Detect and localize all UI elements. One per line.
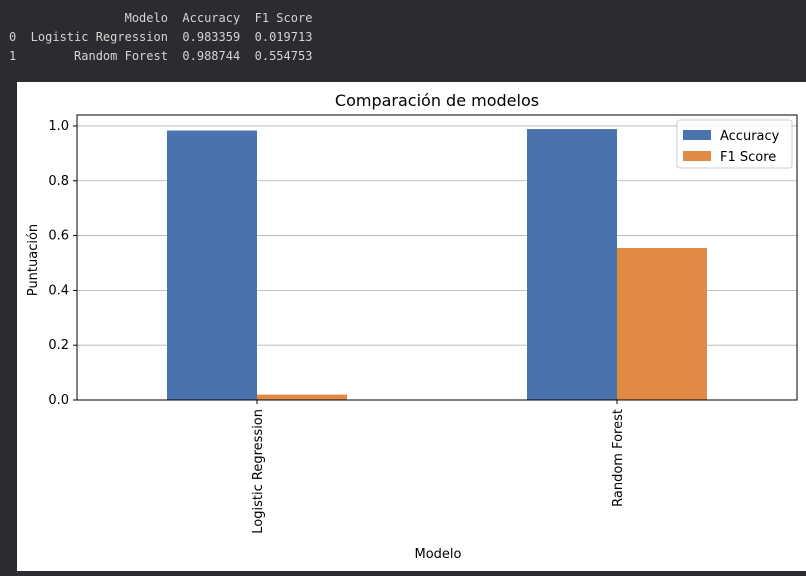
x-tick-label: Random Forest bbox=[611, 409, 626, 507]
x-axis-ticks: Logistic Regression Random Forest bbox=[251, 400, 626, 534]
chart-figure: Comparación de modelos 0.0 0.2 0.4 0.6 0.8 1.… bbox=[17, 82, 806, 571]
x-axis-label: Modelo bbox=[415, 547, 462, 562]
y-tick-label: 0.0 bbox=[48, 393, 69, 408]
y-tick-label: 0.4 bbox=[48, 283, 69, 298]
dataframe-text: Modelo Accuracy F1 Score 0 Logistic Regr… bbox=[9, 11, 313, 63]
y-axis-ticks: 0.0 0.2 0.4 0.6 0.8 1.0 bbox=[48, 119, 77, 408]
y-tick-label: 1.0 bbox=[48, 119, 69, 134]
bar-f1-score-1 bbox=[617, 247, 707, 400]
y-tick-label: 0.8 bbox=[48, 174, 69, 189]
plot-frame bbox=[76, 114, 798, 401]
chart-title: Comparación de modelos bbox=[335, 91, 539, 110]
bars bbox=[167, 129, 707, 400]
y-axis-label: Puntuación bbox=[26, 224, 41, 296]
bar-accuracy-1 bbox=[527, 129, 617, 400]
bar-chart: Comparación de modelos 0.0 0.2 0.4 0.6 0.8 1.… bbox=[26, 91, 798, 562]
legend-swatch bbox=[683, 130, 711, 140]
y-tick-label: 0.2 bbox=[48, 338, 69, 353]
dataframe-output: Modelo Accuracy F1 Score 0 Logistic Regr… bbox=[0, 0, 806, 82]
legend-label: F1 Score bbox=[720, 150, 776, 165]
cell-gutter bbox=[0, 82, 17, 571]
x-tick-label: Logistic Regression bbox=[251, 409, 266, 534]
legend-swatch bbox=[683, 151, 711, 161]
legend: Accuracy F1 Score bbox=[676, 119, 793, 169]
legend-label: Accuracy bbox=[720, 129, 780, 144]
y-tick-label: 0.6 bbox=[48, 229, 69, 244]
bar-f1-score-0 bbox=[257, 394, 347, 400]
bar-accuracy-0 bbox=[167, 130, 257, 400]
